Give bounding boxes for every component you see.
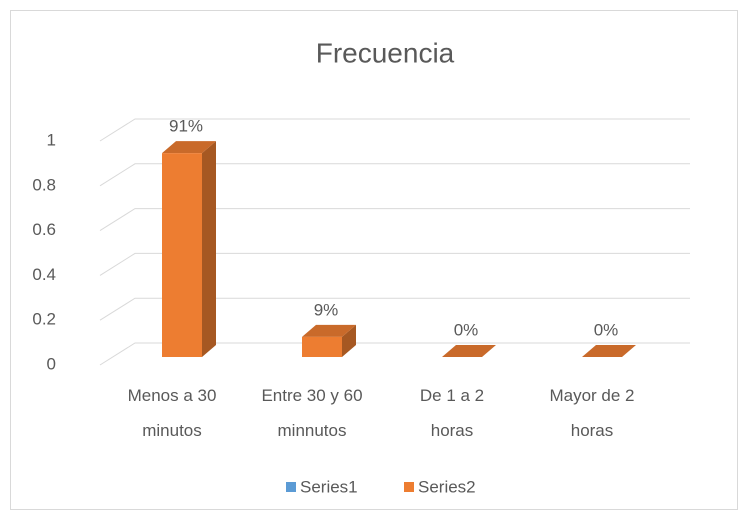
bar-top: [442, 345, 496, 357]
y-tick-label: 0.2: [32, 310, 56, 329]
grid-line: [99, 163, 690, 187]
bar: [162, 141, 216, 357]
y-tick-label: 0.8: [32, 175, 56, 194]
y-tick-label: 0: [47, 354, 56, 373]
bar-side: [202, 141, 216, 357]
bar-side: [342, 324, 356, 357]
bar-top: [582, 345, 636, 357]
bar-front: [302, 336, 342, 357]
bar: [302, 324, 356, 357]
grid-line: [99, 342, 690, 366]
y-tick-label: 0.6: [32, 220, 56, 239]
chart-border: [10, 10, 738, 510]
x-tick-label: Menos a 30 minutos: [128, 386, 217, 440]
grid-line: [99, 252, 690, 276]
data-label: 9%: [314, 300, 339, 319]
bar: [582, 345, 636, 357]
x-tick-label: Entre 30 y 60 minnutos: [261, 386, 362, 440]
legend-label: Series2: [418, 477, 476, 496]
bar: [442, 345, 496, 357]
legend-label: Series1: [300, 477, 358, 496]
legend-swatch: [404, 482, 414, 492]
bar-top: [302, 324, 356, 337]
data-label: 91%: [169, 117, 203, 136]
grid-line: [99, 208, 690, 232]
x-tick-label: Mayor de 2 horas: [549, 386, 634, 440]
data-label: 0%: [454, 320, 479, 339]
grid-line: [99, 297, 690, 321]
bar-front: [162, 153, 202, 357]
y-tick-label: 0.4: [32, 265, 56, 284]
x-tick-label: De 1 a 2 horas: [420, 386, 484, 440]
y-tick-label: 1: [47, 130, 56, 149]
data-label: 0%: [594, 320, 619, 339]
chart-title: Frecuencia: [316, 37, 455, 68]
legend-swatch: [286, 482, 296, 492]
bar-top: [162, 141, 216, 154]
grid-line: [99, 118, 690, 142]
